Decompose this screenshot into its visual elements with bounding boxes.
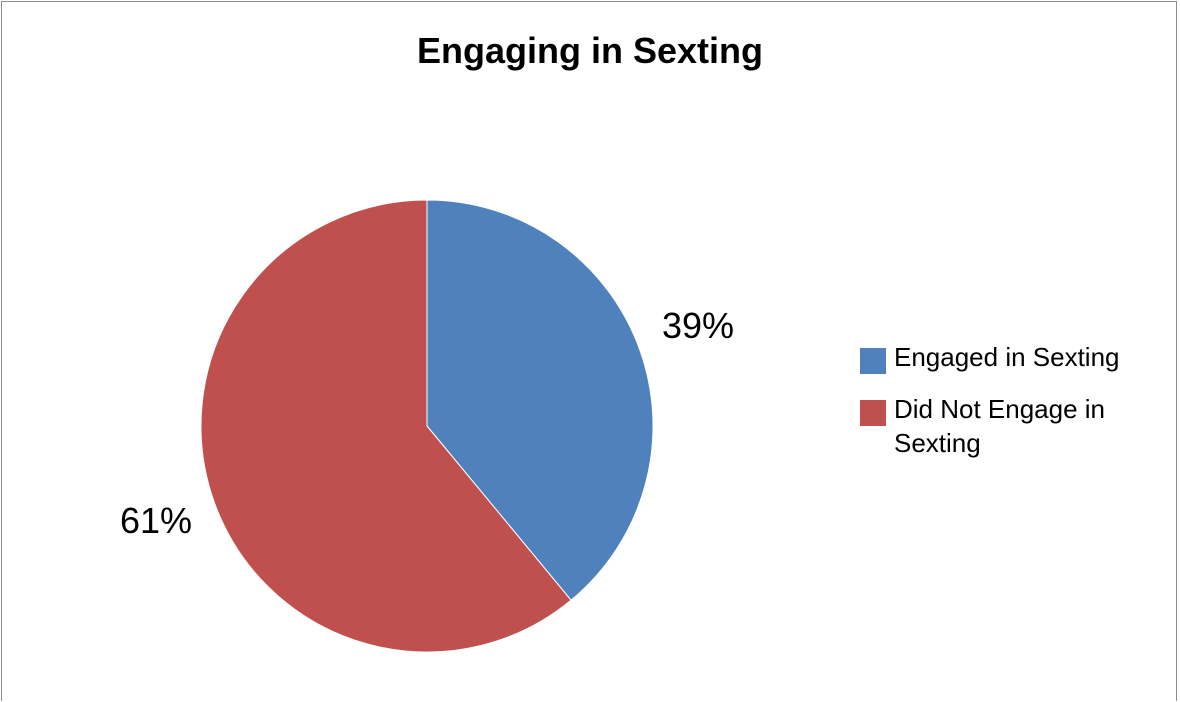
legend-label-did-not-engage: Did Not Engage in Sexting — [894, 394, 1106, 458]
data-label-engaged: 39% — [662, 305, 734, 346]
pie-slice-engaged — [426, 199, 654, 601]
chart-title: Engaging in Sexting — [416, 30, 763, 71]
data-label-did-not-engage: 61% — [120, 500, 192, 541]
pie-slice-did-not-engage — [200, 199, 572, 653]
legend-swatch-engaged — [860, 348, 886, 374]
legend-swatch-did-not-engage — [860, 400, 886, 426]
legend-item-did-not-engage: Did Not Engage in Sexting — [860, 392, 1154, 460]
legend-item-engaged: Engaged in Sexting — [860, 340, 1154, 374]
legend: Engaged in Sexting Did Not Engage in Sex… — [860, 340, 1160, 478]
legend-label-engaged: Engaged in Sexting — [894, 342, 1120, 372]
